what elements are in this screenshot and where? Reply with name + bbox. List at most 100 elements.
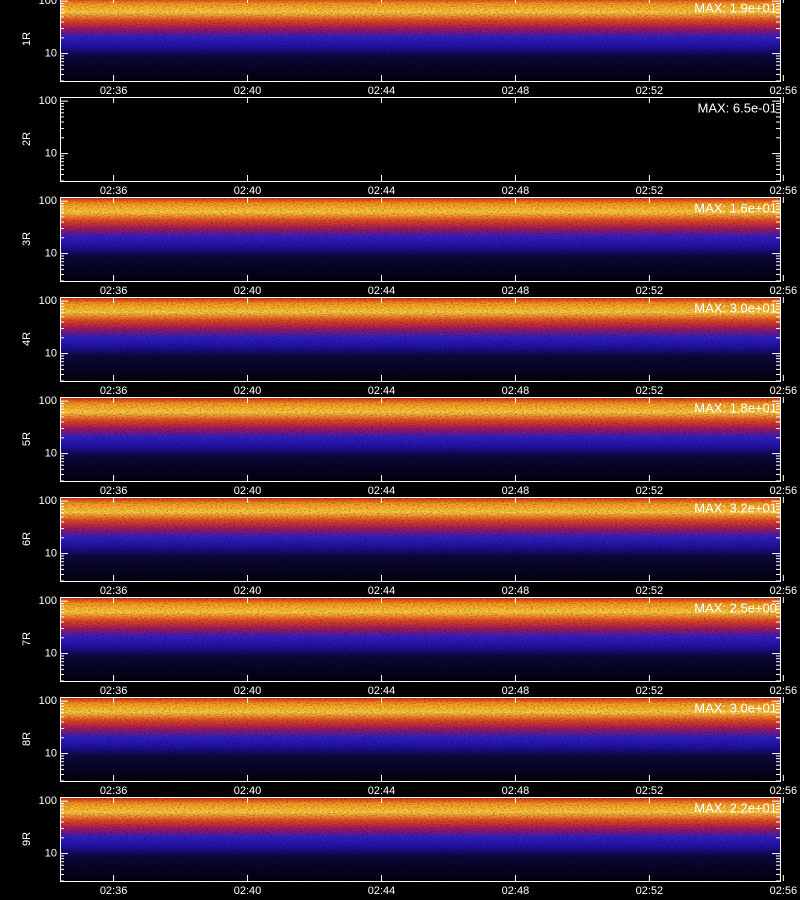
y-tick-label: 10 — [45, 747, 57, 759]
y-tick-label: 100 — [39, 0, 57, 7]
y-tick-label: 100 — [39, 395, 57, 407]
y-tick-label: 100 — [39, 495, 57, 507]
y-axis-label: 3R — [21, 232, 33, 246]
x-tick-label: 02:48 — [502, 685, 530, 697]
x-tick-label: 02:40 — [234, 185, 262, 197]
y-axis-label: 5R — [21, 432, 33, 446]
x-tick-label: 02:36 — [100, 885, 128, 897]
y-axis-label: 6R — [21, 532, 33, 546]
panel: 10 100 02:36 02:40 02:44 02:48 02:52 02:56 1R MAX… — [21, 0, 797, 97]
x-tick-label: 02:52 — [636, 685, 664, 697]
panel: 10 100 02:36 02:40 02:44 02:48 02:52 02:56 7R MAX… — [21, 595, 797, 697]
x-tick-label: 02:40 — [234, 885, 262, 897]
x-tick-label: 02:40 — [234, 785, 262, 797]
max-annotation: MAX: 1.8e+01 — [694, 400, 777, 415]
x-tick-label: 02:44 — [368, 685, 396, 697]
x-tick-label: 02:44 — [368, 485, 396, 497]
y-tick-label: 10 — [45, 447, 57, 459]
x-tick-label: 02:48 — [502, 85, 530, 97]
max-annotation: MAX: 2.2e+01 — [694, 800, 777, 815]
plot-frame — [60, 197, 781, 282]
y-tick-label: 100 — [39, 595, 57, 607]
spectrogram-texture — [60, 697, 780, 781]
x-tick-label: 02:52 — [636, 585, 664, 597]
y-axis-label: 9R — [21, 832, 33, 846]
max-annotation: MAX: 3.0e+01 — [694, 300, 777, 315]
x-tick-label: 02:56 — [770, 385, 798, 397]
plot-frame — [60, 497, 781, 582]
x-tick-label: 02:44 — [368, 585, 396, 597]
x-tick-label: 02:44 — [368, 785, 396, 797]
y-tick-label: 10 — [45, 247, 57, 259]
x-tick-label: 02:40 — [234, 85, 262, 97]
x-tick-label: 02:52 — [636, 185, 664, 197]
x-tick-label: 02:44 — [368, 285, 396, 297]
panel: 10 100 02:36 02:40 02:44 02:48 02:52 02:56 4R MAX… — [21, 295, 797, 397]
y-tick-label: 100 — [39, 695, 57, 707]
x-tick-label: 02:56 — [770, 585, 798, 597]
spectrogram — [60, 97, 780, 181]
y-tick-label: 10 — [45, 147, 57, 159]
spectrogram-texture — [60, 0, 780, 81]
x-tick-label: 02:36 — [100, 685, 128, 697]
y-tick-label: 100 — [39, 795, 57, 807]
y-tick-label: 10 — [45, 847, 57, 859]
max-annotation: MAX: 6.5e-01 — [698, 100, 778, 115]
y-tick-label: 10 — [45, 547, 57, 559]
x-tick-label: 02:56 — [770, 485, 798, 497]
max-annotation: MAX: 1.6e+01 — [694, 200, 777, 215]
x-tick-label: 02:52 — [636, 885, 664, 897]
y-axis-label: 2R — [21, 132, 33, 146]
x-tick-label: 02:36 — [100, 485, 128, 497]
plot-frame — [60, 297, 781, 382]
max-annotation: MAX: 3.0e+01 — [694, 700, 777, 715]
y-tick-label: 100 — [39, 195, 57, 207]
x-tick-label: 02:48 — [502, 285, 530, 297]
x-tick-label: 02:40 — [234, 385, 262, 397]
spectrogram-texture — [60, 197, 780, 281]
y-axis-label: 7R — [21, 632, 33, 646]
x-tick-label: 02:52 — [636, 385, 664, 397]
x-tick-label: 02:56 — [770, 185, 798, 197]
spectrogram-texture — [60, 397, 780, 481]
x-tick-label: 02:40 — [234, 285, 262, 297]
plot-frame — [60, 0, 781, 82]
x-tick-label: 02:44 — [368, 885, 396, 897]
max-annotation: MAX: 2.5e+00 — [694, 600, 777, 615]
x-tick-label: 02:56 — [770, 685, 798, 697]
panel: 10 100 02:36 02:40 02:44 02:48 02:52 02:56 6R MAX… — [21, 495, 797, 597]
spectrogram-texture — [60, 497, 780, 581]
plot-frame — [60, 697, 781, 782]
x-tick-label: 02:52 — [636, 285, 664, 297]
plot-frame — [60, 597, 781, 682]
spectrogram-texture — [60, 297, 780, 381]
x-tick-label: 02:48 — [502, 885, 530, 897]
x-tick-label: 02:44 — [368, 185, 396, 197]
x-tick-label: 02:36 — [100, 385, 128, 397]
panel: 10 100 02:36 02:40 02:44 02:48 02:52 02:56 9R MAX… — [21, 795, 797, 897]
max-annotation: MAX: 3.2e+01 — [694, 500, 777, 515]
x-tick-label: 02:40 — [234, 685, 262, 697]
x-tick-label: 02:48 — [502, 385, 530, 397]
x-tick-label: 02:36 — [100, 185, 128, 197]
x-tick-label: 02:56 — [770, 85, 798, 97]
y-tick-label: 10 — [45, 347, 57, 359]
x-tick-label: 02:52 — [636, 85, 664, 97]
spectrogram-texture — [60, 797, 780, 881]
x-tick-label: 02:52 — [636, 485, 664, 497]
x-tick-label: 02:48 — [502, 485, 530, 497]
panel: 10 100 02:36 02:40 02:44 02:48 02:52 02:56 3R MAX… — [21, 195, 797, 297]
x-tick-label: 02:44 — [368, 385, 396, 397]
x-tick-label: 02:56 — [770, 785, 798, 797]
x-tick-label: 02:56 — [770, 885, 798, 897]
x-tick-label: 02:56 — [770, 285, 798, 297]
x-tick-label: 02:36 — [100, 785, 128, 797]
y-axis-label: 8R — [21, 732, 33, 746]
max-annotation: MAX: 1.9e+01 — [694, 0, 777, 15]
x-tick-label: 02:36 — [100, 585, 128, 597]
y-tick-label: 10 — [45, 647, 57, 659]
panel: 10 100 02:36 02:40 02:44 02:48 02:52 02:56 2R MAX… — [21, 95, 797, 197]
x-tick-label: 02:36 — [100, 285, 128, 297]
